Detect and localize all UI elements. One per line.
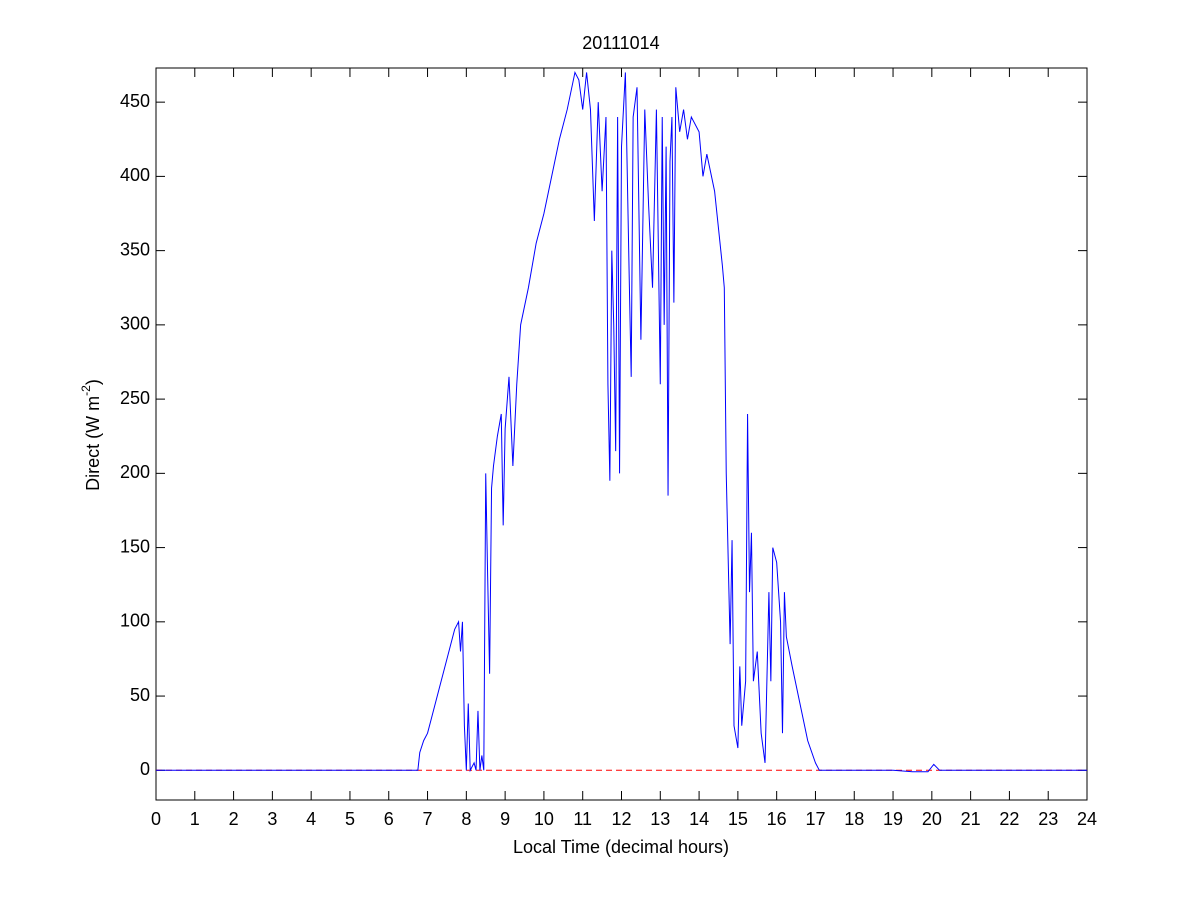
x-axis-label: Local Time (decimal hours) [513, 837, 729, 857]
x-tick-label: 9 [500, 809, 510, 829]
x-tick-label: 18 [844, 809, 864, 829]
x-tick-label: 24 [1077, 809, 1097, 829]
x-tick-label: 13 [650, 809, 670, 829]
x-tick-label: 16 [767, 809, 787, 829]
y-tick-label: 450 [120, 91, 150, 111]
x-tick-label: 12 [611, 809, 631, 829]
x-tick-label: 14 [689, 809, 709, 829]
y-tick-label: 200 [120, 462, 150, 482]
y-tick-label: 300 [120, 314, 150, 334]
x-tick-label: 17 [805, 809, 825, 829]
y-tick-label: 350 [120, 239, 150, 259]
x-tick-label: 6 [384, 809, 394, 829]
y-tick-label: 0 [140, 759, 150, 779]
y-tick-label: 400 [120, 165, 150, 185]
x-tick-label: 21 [961, 809, 981, 829]
x-tick-label: 8 [461, 809, 471, 829]
data-line [156, 70, 1087, 773]
chart-title: 20111014 [582, 33, 659, 53]
x-tick-label: 19 [883, 809, 903, 829]
x-tick-label: 22 [999, 809, 1019, 829]
x-tick-label: 23 [1038, 809, 1058, 829]
x-tick-label: 2 [229, 809, 239, 829]
x-tick-label: 15 [728, 809, 748, 829]
y-tick-label: 100 [120, 611, 150, 631]
x-tick-label: 3 [267, 809, 277, 829]
y-axis-label: Direct (W m-2) [79, 379, 103, 491]
x-tick-label: 5 [345, 809, 355, 829]
x-tick-label: 7 [423, 809, 433, 829]
y-tick-label: 150 [120, 536, 150, 556]
x-tick-label: 10 [534, 809, 554, 829]
x-tick-label: 4 [306, 809, 316, 829]
y-label-end: ) [83, 379, 103, 385]
y-tick-label: 50 [130, 685, 150, 705]
x-tick-label: 1 [190, 809, 200, 829]
y-tick-label: 250 [120, 388, 150, 408]
x-tick-label: 20 [922, 809, 942, 829]
x-tick-label: 0 [151, 809, 161, 829]
y-label-text: Direct (W m [83, 396, 103, 491]
x-tick-label: 11 [573, 809, 592, 829]
y-label-sup: -2 [79, 385, 93, 396]
